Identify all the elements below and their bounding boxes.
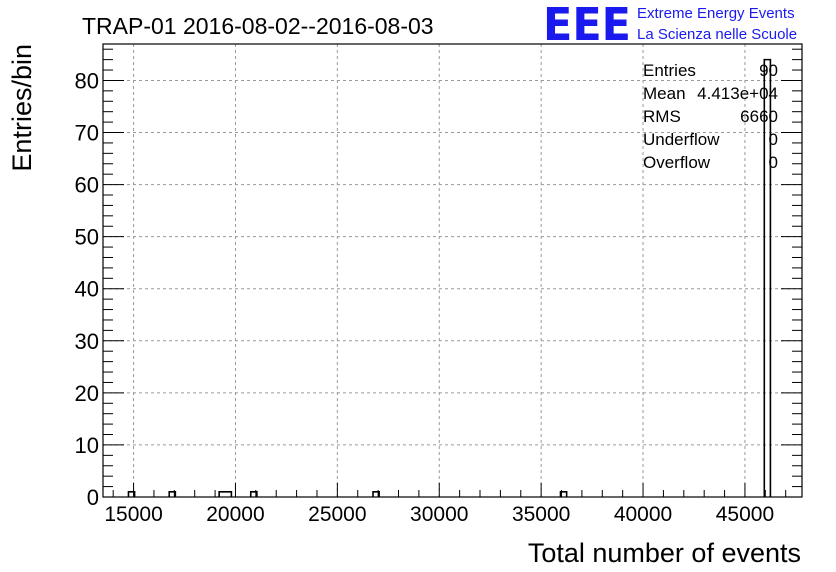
- y-tick-label: 70: [75, 121, 99, 146]
- y-tick-label: 0: [87, 485, 99, 510]
- stats-underflow-value: 0: [769, 130, 778, 149]
- y-tick-label: 80: [75, 68, 99, 93]
- y-axis-ticks: 0 10 20 30 40 50 60 70 80: [75, 48, 802, 510]
- x-tick-label: 45000: [716, 503, 774, 526]
- chart-title: TRAP-01 2016-08-02--2016-08-03: [82, 13, 434, 39]
- x-tick-label: 40000: [614, 503, 672, 526]
- y-axis-label: Entries/bin: [7, 44, 37, 172]
- histogram-bin: [218, 490, 233, 497]
- eee-logo: EEE Extreme Energy Events La Scienza nel…: [543, 0, 797, 51]
- y-tick-label: 60: [75, 173, 99, 198]
- histogram-bin: [127, 490, 136, 497]
- stats-overflow-label: Overflow: [643, 153, 711, 172]
- x-tick-label: 25000: [308, 503, 366, 526]
- stats-rms-value: 6660: [740, 107, 778, 126]
- stats-entries-value: 90: [759, 61, 778, 80]
- x-tick-label: 20000: [206, 503, 264, 526]
- eee-logo-line1: Extreme Energy Events: [637, 5, 795, 22]
- y-tick-label: 50: [75, 225, 99, 250]
- eee-logo-line2: La Scienza nelle Scuole: [637, 26, 797, 43]
- stats-rms-label: RMS: [643, 107, 681, 126]
- histogram-bin: [559, 490, 568, 497]
- y-tick-label: 40: [75, 277, 99, 302]
- stats-mean-label: Mean: [643, 84, 686, 103]
- histogram-bin: [763, 58, 772, 497]
- grid-lines: [103, 44, 802, 497]
- x-tick-label: 35000: [512, 503, 570, 526]
- histogram-bin: [249, 490, 258, 497]
- y-tick-label: 20: [75, 381, 99, 406]
- histogram-bin: [372, 490, 380, 497]
- x-tick-label: 15000: [104, 503, 162, 526]
- plot-frame: [102, 43, 803, 498]
- stats-underflow-label: Underflow: [643, 130, 720, 149]
- stats-overflow-value: 0: [769, 153, 778, 172]
- stats-mean-value: 4.413e+04: [697, 84, 778, 103]
- histogram-bins: [127, 58, 772, 497]
- stats-box: Entries 90 Mean 4.413e+04 RMS 6660 Under…: [643, 61, 778, 172]
- y-tick-label: 30: [75, 329, 99, 354]
- eee-logo-mark: EEE: [543, 0, 631, 51]
- x-tick-label: 30000: [410, 503, 468, 526]
- histogram-bin: [168, 490, 177, 497]
- x-axis-ticks: 15000 20000 25000 30000 35000 40000 45000: [104, 483, 787, 526]
- x-axis-label: Total number of events: [528, 538, 801, 568]
- stats-entries-label: Entries: [643, 61, 696, 80]
- y-tick-label: 10: [75, 433, 99, 458]
